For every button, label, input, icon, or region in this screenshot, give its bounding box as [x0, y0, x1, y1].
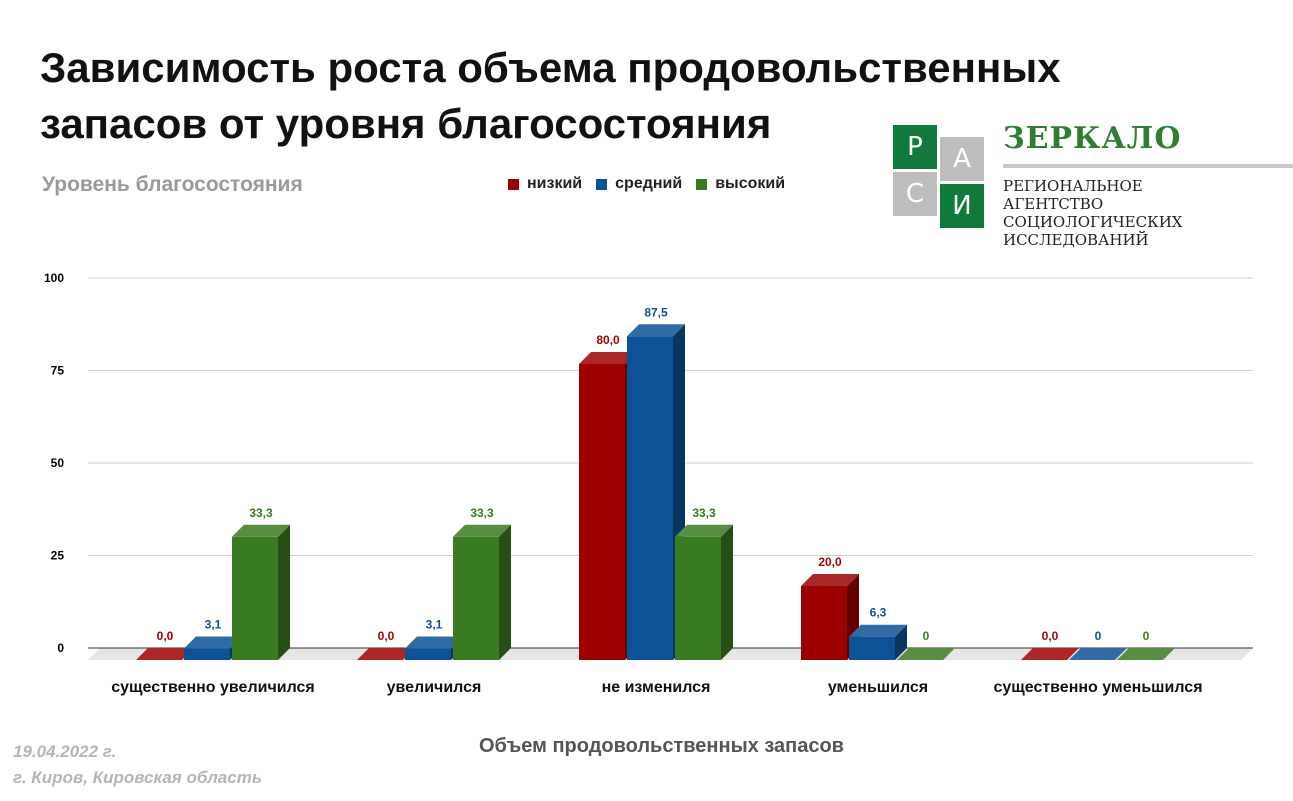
data-label: 33,3 — [249, 506, 273, 520]
bar-top — [1021, 648, 1079, 660]
logo-divider — [1003, 164, 1293, 168]
legend-label-high: высокий — [715, 175, 786, 192]
logo-letter-r: Р — [893, 125, 937, 169]
data-label: 33,3 — [470, 506, 494, 520]
data-label: 3,1 — [426, 618, 443, 632]
data-label: 33,3 — [692, 506, 716, 520]
logo-description: РЕГИОНАЛЬНОЕ АГЕНТСТВО СОЦИОЛОГИЧЕСКИХ И… — [1003, 177, 1243, 249]
logo-name: ЗЕРКАЛО — [1003, 121, 1182, 156]
data-label: 87,5 — [644, 305, 668, 319]
bar-front — [232, 536, 278, 660]
y-tick-label: 25 — [51, 549, 65, 563]
legend-item-high: высокий — [696, 175, 785, 193]
legend-item-low: низкий — [508, 175, 582, 193]
data-label: 0,0 — [1042, 629, 1059, 643]
logo: Р А С И ЗЕРКАЛО РЕГИОНАЛЬНОЕ АГЕНТСТВО С… — [893, 121, 1293, 249]
bar-top — [405, 636, 463, 649]
bar-top — [1117, 648, 1175, 660]
y-tick-label: 100 — [44, 271, 64, 285]
bar-top — [675, 524, 733, 537]
bar-side — [499, 524, 511, 660]
logo-desc-line-2: СОЦИОЛОГИЧЕСКИХ — [1003, 213, 1183, 231]
x-axis-title: Объем продовольственных запасов — [479, 735, 844, 757]
y-tick-label: 0 — [57, 641, 64, 655]
legend-label-low: низкий — [527, 175, 583, 192]
data-label: 20,0 — [818, 555, 842, 569]
bar-top — [136, 648, 194, 660]
y-tick-label: 75 — [51, 364, 65, 378]
logo-letter-a: А — [940, 137, 984, 181]
x-tick-label: увеличился — [387, 679, 482, 696]
bar-top — [453, 524, 511, 537]
bar-top — [849, 624, 907, 637]
x-tick-label: существенно увеличился — [111, 679, 315, 696]
footer-location: г. Киров, Кировская область — [13, 768, 262, 787]
bar-top — [1069, 648, 1127, 660]
bar-top — [897, 648, 955, 660]
bar-front — [405, 648, 451, 660]
bar-side — [278, 524, 290, 660]
legend: низкий средний высокий — [508, 175, 785, 193]
data-label: 0 — [1095, 629, 1102, 643]
x-tick-label: уменьшился — [828, 679, 928, 696]
bar-side — [721, 524, 733, 660]
bar-side — [895, 624, 907, 660]
bar-front — [675, 536, 721, 660]
bar-top — [579, 352, 637, 364]
x-tick-label: не изменился — [602, 679, 711, 696]
bar-top — [232, 524, 290, 537]
data-label: 0,0 — [157, 629, 174, 643]
logo-desc-line-1: РЕГИОНАЛЬНОЕ АГЕНТСТВО — [1003, 177, 1143, 213]
legend-swatch-low — [508, 178, 519, 190]
data-label: 6,3 — [870, 606, 887, 620]
data-label: 80,0 — [596, 333, 620, 347]
legend-item-mid: средний — [596, 175, 682, 193]
bar-front — [801, 586, 847, 660]
chart-title-line-2: запасов от уровня благосостояния — [40, 100, 772, 147]
bar-front — [627, 336, 673, 660]
bar-top — [627, 324, 685, 337]
bar-front — [849, 636, 895, 660]
legend-swatch-high — [696, 178, 708, 190]
logo-letter-i: И — [940, 184, 984, 228]
legend-title: Уровень благосостояния — [42, 173, 303, 196]
bar-front — [184, 648, 230, 660]
data-label: 0 — [923, 629, 930, 643]
bar-front — [453, 536, 499, 660]
chart-title-line-1: Зависимость роста объема продовольственн… — [40, 44, 1061, 91]
bar-top — [357, 648, 415, 660]
chart-title: Зависимость роста объема продовольственн… — [40, 40, 1140, 152]
data-label: 0 — [1143, 629, 1150, 643]
legend-swatch-mid — [596, 178, 608, 190]
legend-label-mid: средний — [615, 175, 683, 192]
x-tick-label: существенно уменьшился — [993, 679, 1202, 696]
bar-top — [184, 636, 242, 649]
footer-date: 19.04.2022 г. — [13, 742, 117, 761]
y-tick-label: 50 — [51, 456, 65, 470]
data-label: 0,0 — [378, 629, 395, 643]
logo-letter-s: С — [893, 172, 937, 216]
bar-top — [801, 574, 859, 586]
bar-front — [579, 364, 625, 660]
data-label: 3,1 — [205, 618, 222, 632]
logo-desc-line-3: ИССЛЕДОВАНИЙ — [1003, 231, 1149, 249]
